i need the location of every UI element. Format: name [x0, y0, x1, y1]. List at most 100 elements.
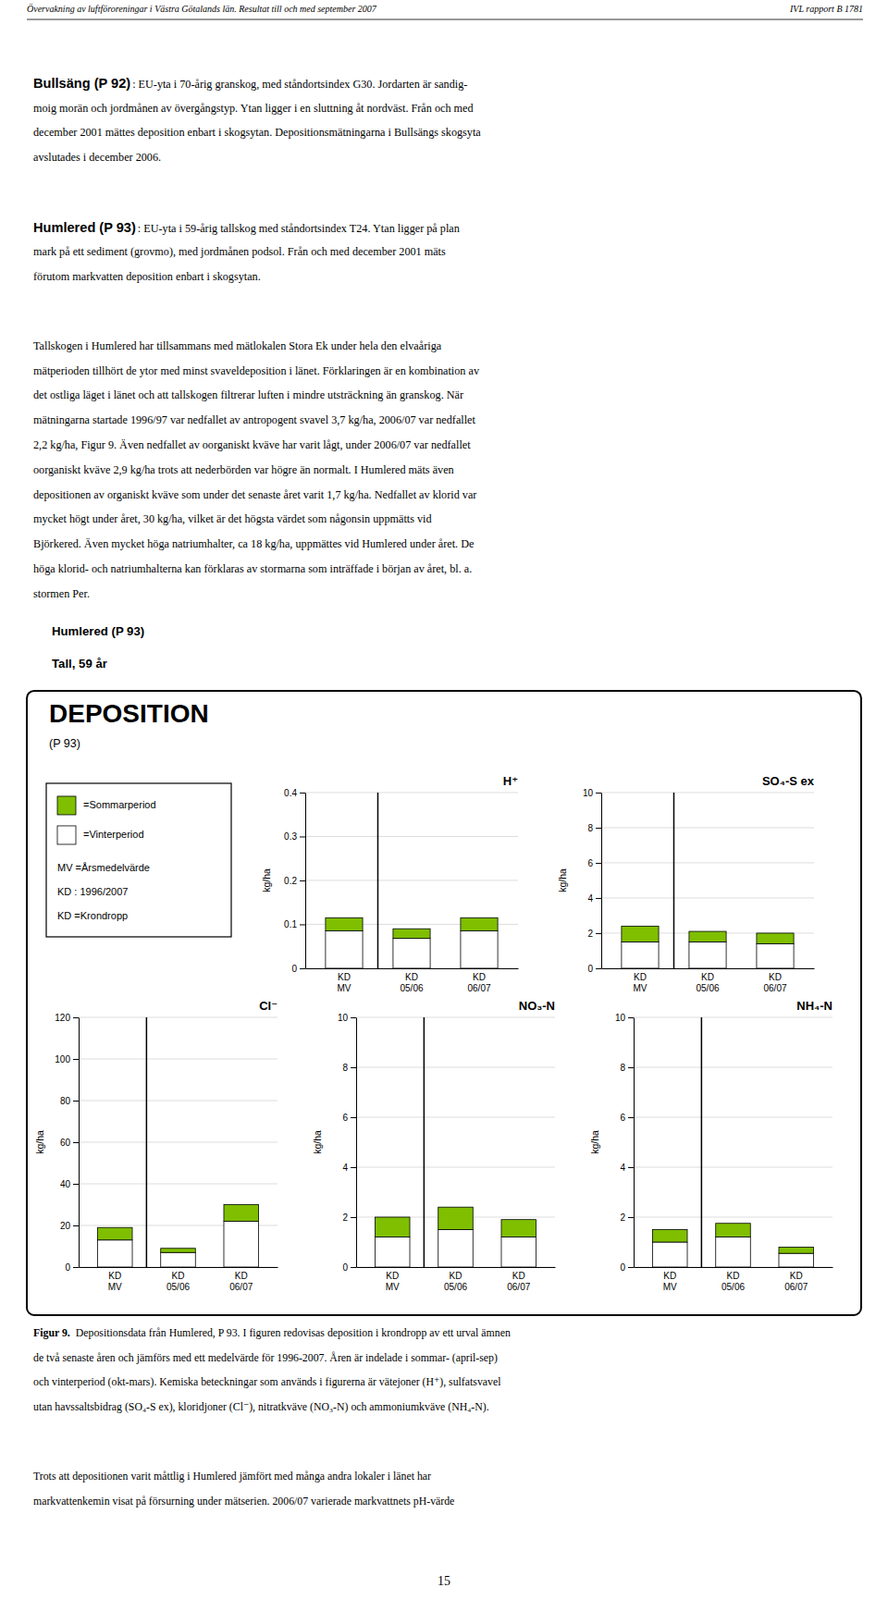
legend-swatch — [57, 796, 76, 815]
y-tick-mark — [350, 1117, 357, 1119]
x-tick-label: KD06/07 — [468, 972, 492, 994]
y-tick-mark — [595, 863, 602, 864]
y-axis-title: kg/ha — [589, 1130, 601, 1155]
grid-line — [78, 1059, 278, 1061]
y-tick-label: 0 — [64, 1262, 71, 1273]
bar — [689, 931, 727, 942]
x-tick-label: KDMV — [336, 972, 351, 994]
grid — [78, 1017, 278, 1268]
x-tick: KDMV — [663, 1270, 678, 1293]
x-axis-line — [79, 1267, 279, 1269]
y-tick-label: 40 — [60, 1179, 72, 1190]
x-tick: KD05/06 — [166, 1270, 190, 1293]
plot-area — [97, 1017, 259, 1268]
x-tick-label: KD05/06 — [166, 1270, 190, 1293]
chart-title: Cl⁻ — [259, 999, 278, 1013]
bar — [621, 941, 659, 968]
y-tick-mark — [299, 968, 306, 970]
legend-frame — [46, 783, 232, 938]
bar — [374, 1237, 410, 1268]
grid-line — [356, 1067, 555, 1069]
y-tick-label: 100 — [54, 1054, 71, 1065]
y-tick-label: 0 — [291, 963, 297, 975]
y-tick-label: 0.2 — [283, 875, 297, 887]
y-tick-mark — [73, 1059, 79, 1061]
x-tick-label-line: 06/07 — [506, 1282, 531, 1293]
x-tick-label-line: MV — [108, 1282, 123, 1293]
y-axis-line — [633, 1018, 635, 1269]
group-separator — [377, 792, 380, 969]
x-tick-label: KD06/07 — [506, 1270, 531, 1293]
x-tick: KD05/06 — [721, 1270, 745, 1293]
x-tick-label: KDMV — [632, 972, 647, 994]
grid-line — [633, 1167, 833, 1169]
grid-line — [633, 1217, 833, 1219]
chart-title: SO₄-S ex — [762, 774, 815, 789]
plot-area — [325, 792, 498, 969]
y-tick: 0 — [64, 1262, 79, 1273]
x-tick-label-line: 05/06 — [695, 983, 719, 994]
y-tick-mark — [73, 1267, 79, 1269]
grid-line — [305, 836, 518, 838]
y-tick-mark — [350, 1217, 357, 1219]
y-tick-mark — [73, 1225, 79, 1227]
bar — [778, 1246, 814, 1254]
x-axis: KDMVKD05/06KD06/07 — [634, 1268, 834, 1293]
y-tick-mark — [595, 792, 602, 794]
grid-line — [78, 1142, 278, 1144]
x-tick-label-line: KD — [472, 972, 486, 983]
bar — [689, 941, 727, 968]
figure-box — [26, 690, 862, 1316]
x-tick-label-line: 05/06 — [444, 1282, 468, 1293]
grid — [633, 1017, 833, 1268]
bar — [438, 1230, 474, 1269]
bar — [715, 1223, 752, 1238]
y-tick-label: 10 — [337, 1012, 349, 1024]
x-tick-label-line: MV — [663, 1282, 678, 1293]
body-text: mätperioden tillhört de ytor med minst s… — [33, 364, 481, 378]
y-axis: 00.10.20.30.4 — [283, 788, 306, 975]
y-tick-mark — [350, 1267, 357, 1269]
y-tick: 10 — [337, 1012, 357, 1024]
y-tick: 80 — [60, 1096, 79, 1107]
x-tick-label: KD05/06 — [695, 972, 719, 994]
x-tick-label-line: KD — [172, 1270, 185, 1282]
bar — [223, 1205, 259, 1222]
body-text: markvattenkemin visat på försurning unde… — [33, 1494, 455, 1508]
bar — [621, 925, 659, 942]
group-separator — [423, 1017, 426, 1268]
y-tick-mark — [595, 968, 602, 970]
x-tick-label-line: 06/07 — [229, 1282, 253, 1293]
grid-line — [305, 791, 518, 793]
body-text: 2,2 kg/ha, Figur 9. Även nedfallet av oo… — [33, 438, 471, 452]
x-tick-label: KD06/07 — [764, 972, 788, 994]
y-tick: 120 — [54, 1012, 79, 1024]
y-tick: 60 — [60, 1137, 79, 1148]
x-tick: KD05/06 — [695, 972, 719, 994]
grid-line — [78, 1184, 278, 1185]
section-text: : EU-yta i 59-årig tallskog med ståndort… — [137, 222, 460, 235]
legend: =Sommarperiod=VinterperiodMV =Årsmedelvä… — [46, 783, 232, 938]
x-tick-label-line: KD — [789, 1270, 803, 1282]
y-tick-label: 0 — [619, 1262, 626, 1273]
y-tick: 2 — [342, 1212, 357, 1223]
x-tick-label-line: KD — [663, 1270, 677, 1282]
y-tick-label: 120 — [54, 1012, 71, 1024]
y-tick: 2 — [587, 928, 602, 939]
x-tick-label: KD05/06 — [399, 972, 423, 994]
y-tick-label: 2 — [619, 1212, 626, 1223]
caption-text: utan havssaltsbidrag (SO₄-S ex), kloridj… — [33, 1400, 490, 1414]
bar — [460, 917, 498, 931]
bar — [393, 938, 431, 969]
y-tick-mark — [350, 1067, 357, 1069]
body-text: det ostliga läget i länet och att tallsk… — [33, 388, 464, 402]
y-tick-mark — [628, 1267, 634, 1269]
x-tick: KD06/07 — [764, 972, 788, 994]
grid-line — [601, 826, 814, 828]
y-axis-line — [305, 792, 307, 969]
y-axis-line — [356, 1018, 358, 1269]
bar — [652, 1230, 688, 1244]
y-tick: 4 — [587, 893, 602, 904]
y-axis-line — [601, 792, 603, 969]
x-tick: KD06/07 — [468, 972, 492, 994]
